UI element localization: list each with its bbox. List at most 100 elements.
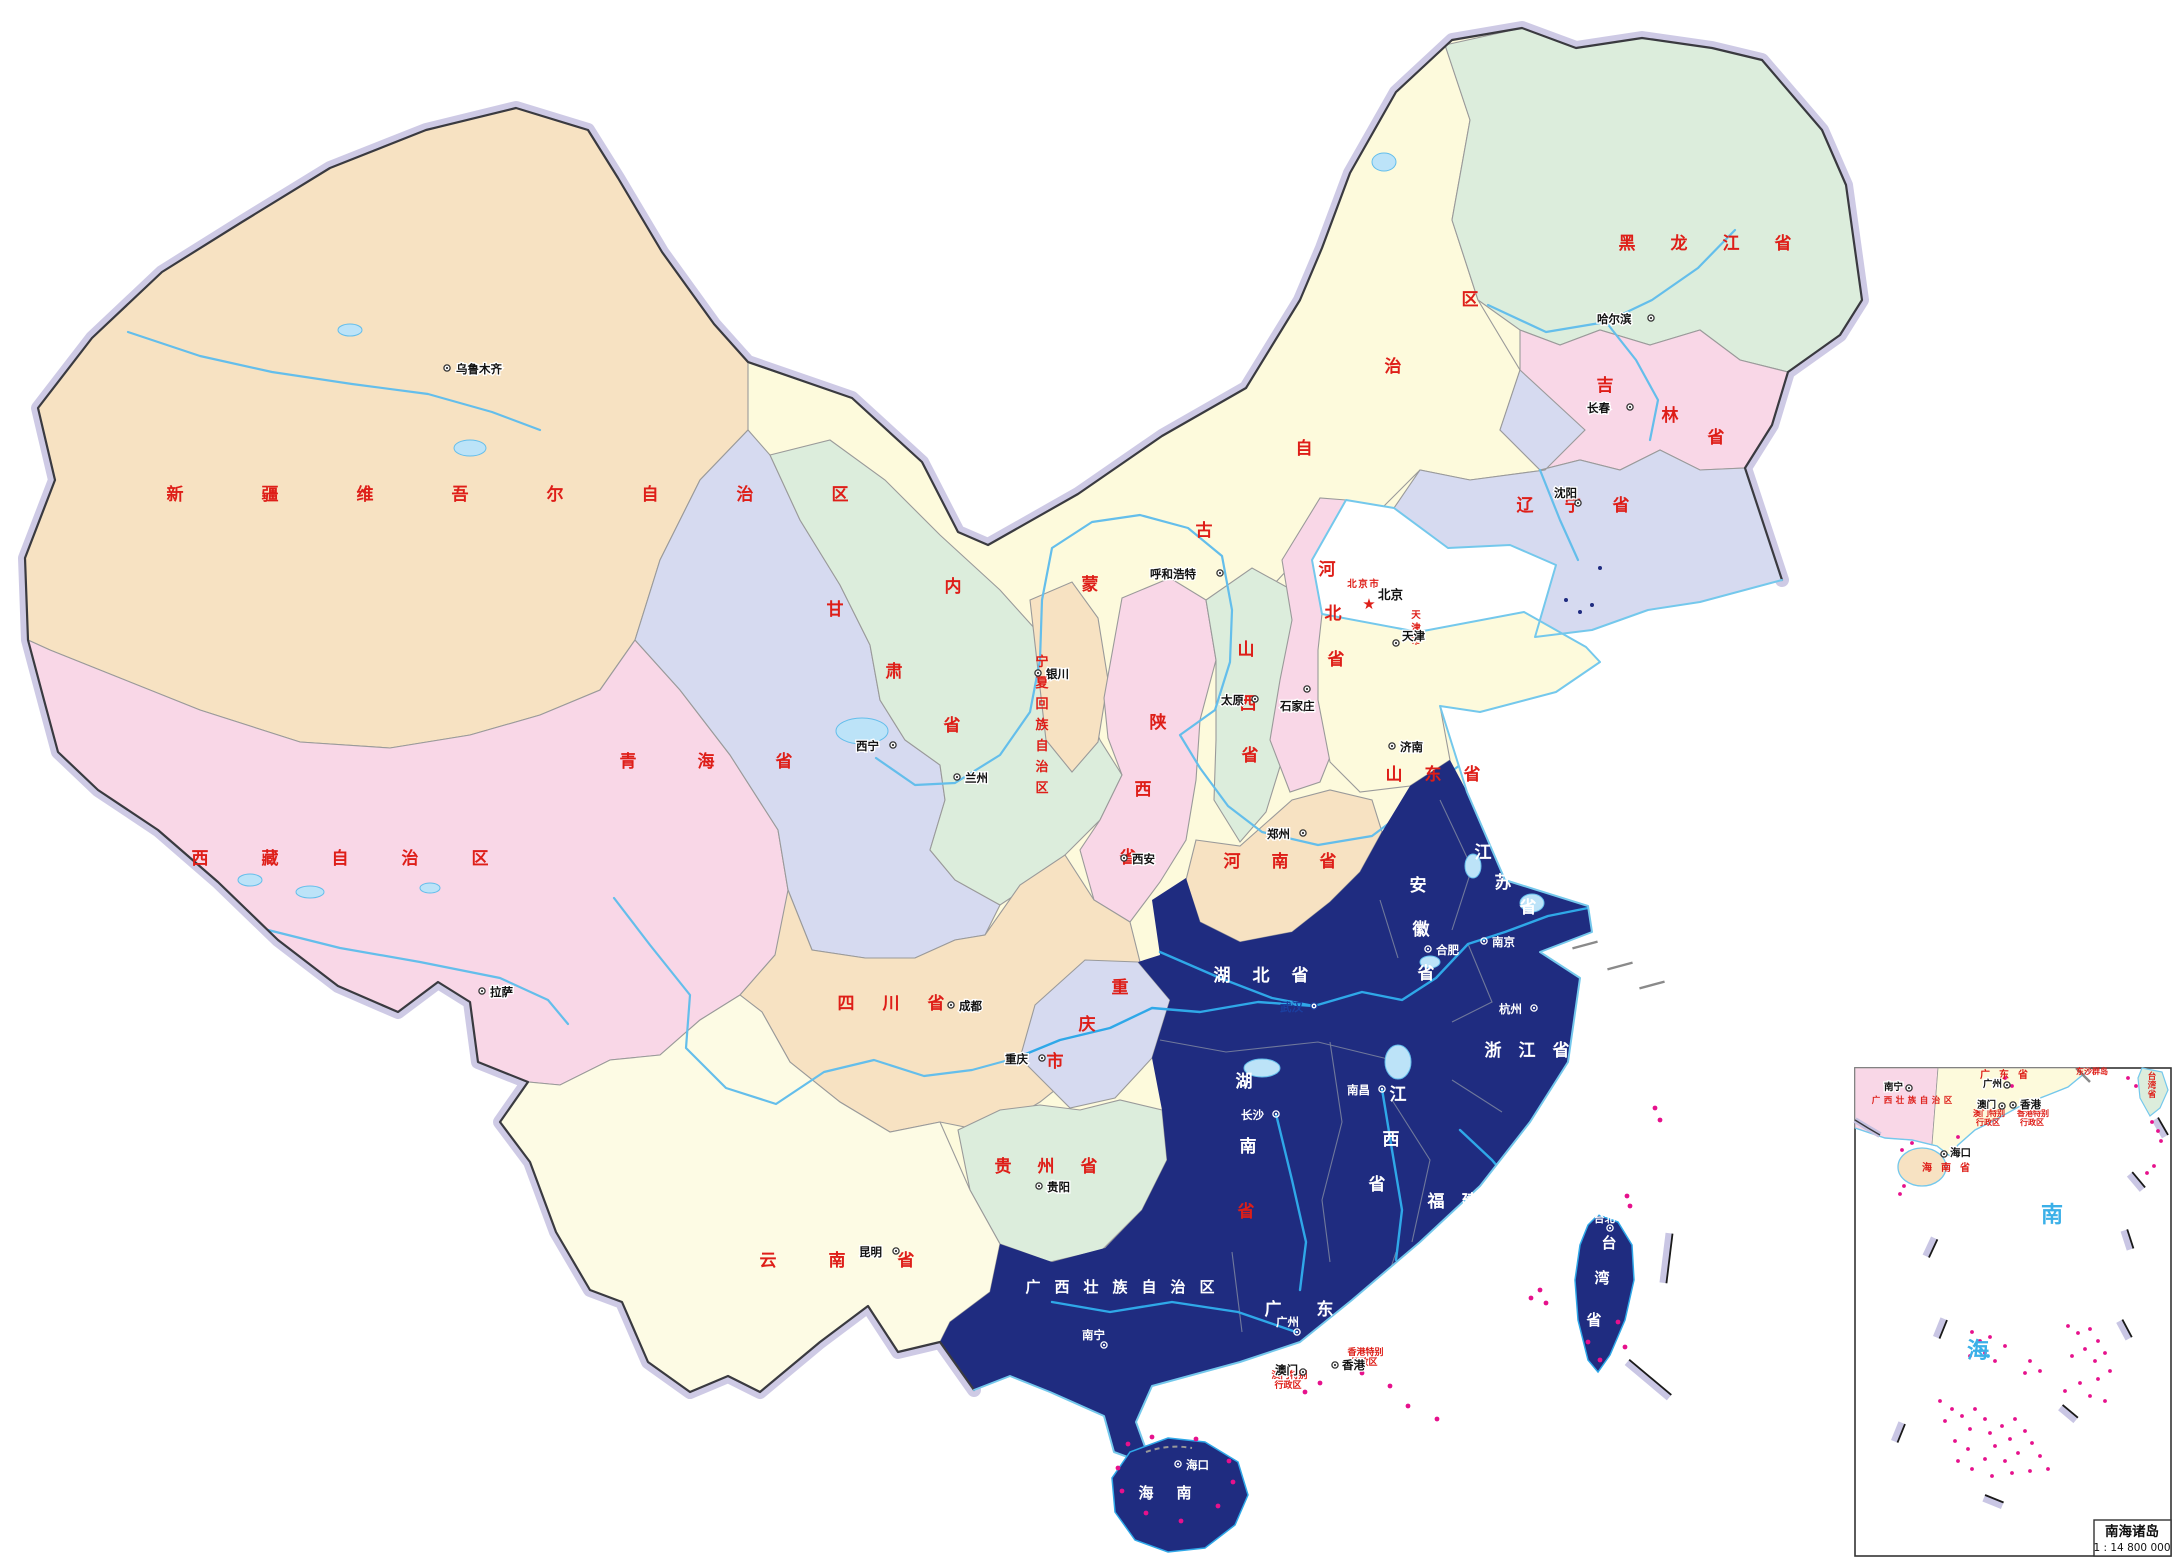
island-dot (1968, 1427, 1972, 1431)
city-taipei: 台北 (1594, 1212, 1616, 1232)
label-hunan-char: 湖 (1236, 1072, 1253, 1092)
inset-title: 南海诸岛 (2105, 1523, 2159, 1540)
label-sichuan-char: 川 (882, 994, 900, 1014)
inset-hk-boundary-dash (2075, 1067, 2091, 1083)
label-qinghai-char: 省 (775, 751, 793, 772)
island-dot (1983, 1457, 1987, 1461)
label-ningxia-char: 自 (1035, 738, 1048, 754)
island-dot (2152, 1164, 2156, 1168)
label-guizhou-char: 省 (1080, 1156, 1098, 1177)
city-shenyang: 沈阳 (1553, 485, 1582, 507)
city-urumqi: 乌鲁木齐 (443, 361, 504, 377)
city-taipei-dot-icon (1606, 1224, 1614, 1232)
inset-label-hk-sar-1-char: 香 (2016, 1108, 2026, 1118)
inset-city-hongkong: 香港 (2009, 1097, 2043, 1112)
label-mo-sar-2-char: 政 (1283, 1379, 1293, 1391)
label-hk-sar-1-char: 别 (1373, 1346, 1383, 1358)
label-jiangxi-char: 省 (1368, 1174, 1386, 1195)
city-hefei-label: 合肥 (1436, 943, 1459, 957)
inset-city-nanning-label: 南宁 (1884, 1081, 1904, 1093)
label-chongqing-char: 重 (1112, 977, 1129, 998)
island-dot (1405, 1403, 1411, 1409)
island-dot (1125, 1441, 1131, 1447)
boundary-dash (1624, 1358, 1672, 1401)
label-shanxi-char: 省 (1241, 745, 1259, 766)
label-xinjiang-char: 新 (167, 484, 184, 505)
label-hk-sar-2-char: 政 (1359, 1356, 1369, 1368)
city-fuzhou-label: 福州 (1491, 1175, 1515, 1189)
label-jiangxi-char: 西 (1383, 1130, 1400, 1150)
inset-city-guangzhou-dot-center (2005, 1083, 2009, 1087)
island-dot (1590, 603, 1594, 607)
island-dot (2046, 1467, 2050, 1471)
inset-frame (1854, 1067, 2172, 1557)
city-tianjin-label: 天津 (1402, 629, 1425, 643)
city-nanning-dot-center (1102, 1343, 1106, 1347)
island-dot (1624, 1193, 1630, 1199)
city-jinan: 济南 (1388, 739, 1425, 755)
inset-city-nanning: 南宁 (1883, 1080, 1913, 1094)
island-dot (1902, 1184, 1906, 1188)
island-dot (2156, 1129, 2160, 1133)
label-hunan-char: 南 (1240, 1136, 1257, 1157)
inset-label-mo-sar-1: 澳门特别 (1973, 1108, 2005, 1118)
island-dot (1193, 1436, 1199, 1442)
island-dot (1652, 1105, 1658, 1111)
inset-city-haikou-dot-center (1942, 1152, 1946, 1156)
territorial-sea-dash (1607, 961, 1633, 971)
label-xizang-char: 自 (332, 848, 349, 869)
city-taipei-dot-center (1608, 1226, 1612, 1230)
city-tianjin: 天津 (1392, 628, 1427, 647)
island-dot (1359, 1370, 1365, 1376)
inset-label-mo-sar-2-char: 区 (1992, 1118, 2000, 1127)
rivers-navy (1014, 906, 1590, 1334)
boundary-dash (1982, 1494, 2004, 1509)
label-mo-sar-1-char: 门 (1280, 1369, 1289, 1381)
label-gansu-char: 肃 (886, 662, 903, 682)
city-wuhan-dot-center (1312, 1004, 1316, 1008)
label-neimenggu-char: 治 (1385, 356, 1402, 377)
island-dot (1970, 1467, 1974, 1471)
city-haikou-dot-icon (1174, 1460, 1182, 1468)
island-dot (1226, 1458, 1232, 1464)
inset-label-hk-sar-2: 行政区 (2019, 1117, 2044, 1127)
label-qinghai: 青海省 (620, 751, 793, 772)
boundary-dash (1891, 1421, 1906, 1443)
city-nanchang-dot-icon (1378, 1085, 1386, 1093)
city-changchun: 长春 (1586, 400, 1634, 416)
island-dot (2003, 1076, 2007, 1080)
label-beijing-shi: 北京市 (1347, 578, 1379, 590)
label-hk-sar-2: 行政区 (1349, 1356, 1377, 1368)
label-xizang-char: 藏 (262, 849, 279, 869)
city-nanning-label: 南宁 (1082, 1328, 1105, 1342)
label-guangdong: 广东省 (1265, 1299, 1386, 1320)
city-hangzhou-dot-icon (1530, 1004, 1538, 1012)
city-shijiazhuang: 石家庄 (1278, 685, 1316, 714)
city-hohhot: 呼和浩特 (1149, 566, 1224, 582)
label-guangxi-char: 壮 (1083, 1278, 1098, 1296)
city-fuzhou: 福州 (1491, 1175, 1523, 1196)
city-chongqing: 重庆 (1004, 1051, 1046, 1067)
city-haikou: 海口 (1174, 1458, 1209, 1472)
island-dot (1898, 1192, 1902, 1196)
city-xining-label: 西宁 (856, 739, 879, 753)
city-lhasa-label: 拉萨 (490, 985, 513, 999)
label-hubei: 湖北省 (1214, 965, 1309, 986)
label-shandong: 山 东省 (1386, 764, 1481, 785)
inset-label-taiwan-char: 台 (2148, 1071, 2157, 1082)
label-mo-sar-2: 行政区 (1273, 1379, 1301, 1391)
city-urumqi-label: 乌鲁木齐 (456, 362, 502, 376)
lake-qinghai (835, 717, 889, 745)
boundary-dash (2120, 1229, 2135, 1251)
inset-label-mo-sar-1-char: 别 (1996, 1109, 2005, 1118)
city-guiyang-label: 贵阳 (1047, 1180, 1070, 1194)
inset-label-dongsha-char: 东 (2076, 1066, 2084, 1076)
label-gansu-char: 甘 (827, 599, 844, 620)
inset-label-guangxi-char: 族 (1908, 1095, 1917, 1106)
territorial-sea-dash (1572, 940, 1598, 950)
label-henan-char: 省 (1319, 851, 1337, 872)
inset-label-mo-sar-1-char: 特 (1989, 1108, 1997, 1118)
city-hefei: 合肥 (1424, 943, 1459, 957)
island-dot (1387, 1383, 1393, 1389)
